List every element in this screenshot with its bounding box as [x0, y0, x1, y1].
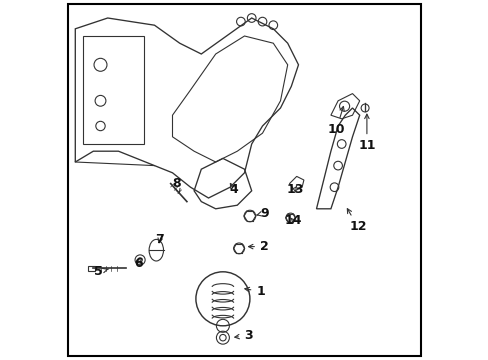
Text: 4: 4: [229, 183, 238, 195]
Text: 2: 2: [248, 240, 268, 253]
Text: 11: 11: [357, 114, 375, 152]
Text: 14: 14: [284, 214, 301, 227]
Text: 5: 5: [94, 265, 108, 278]
Text: 10: 10: [327, 107, 345, 136]
Text: 12: 12: [346, 209, 366, 233]
Text: 1: 1: [244, 285, 264, 298]
Text: 13: 13: [285, 183, 303, 195]
Text: 3: 3: [234, 329, 252, 342]
Text: 7: 7: [155, 233, 164, 246]
Text: 8: 8: [171, 177, 180, 193]
Text: 9: 9: [256, 207, 268, 220]
Bar: [88, 266, 95, 271]
Text: 6: 6: [134, 257, 142, 270]
